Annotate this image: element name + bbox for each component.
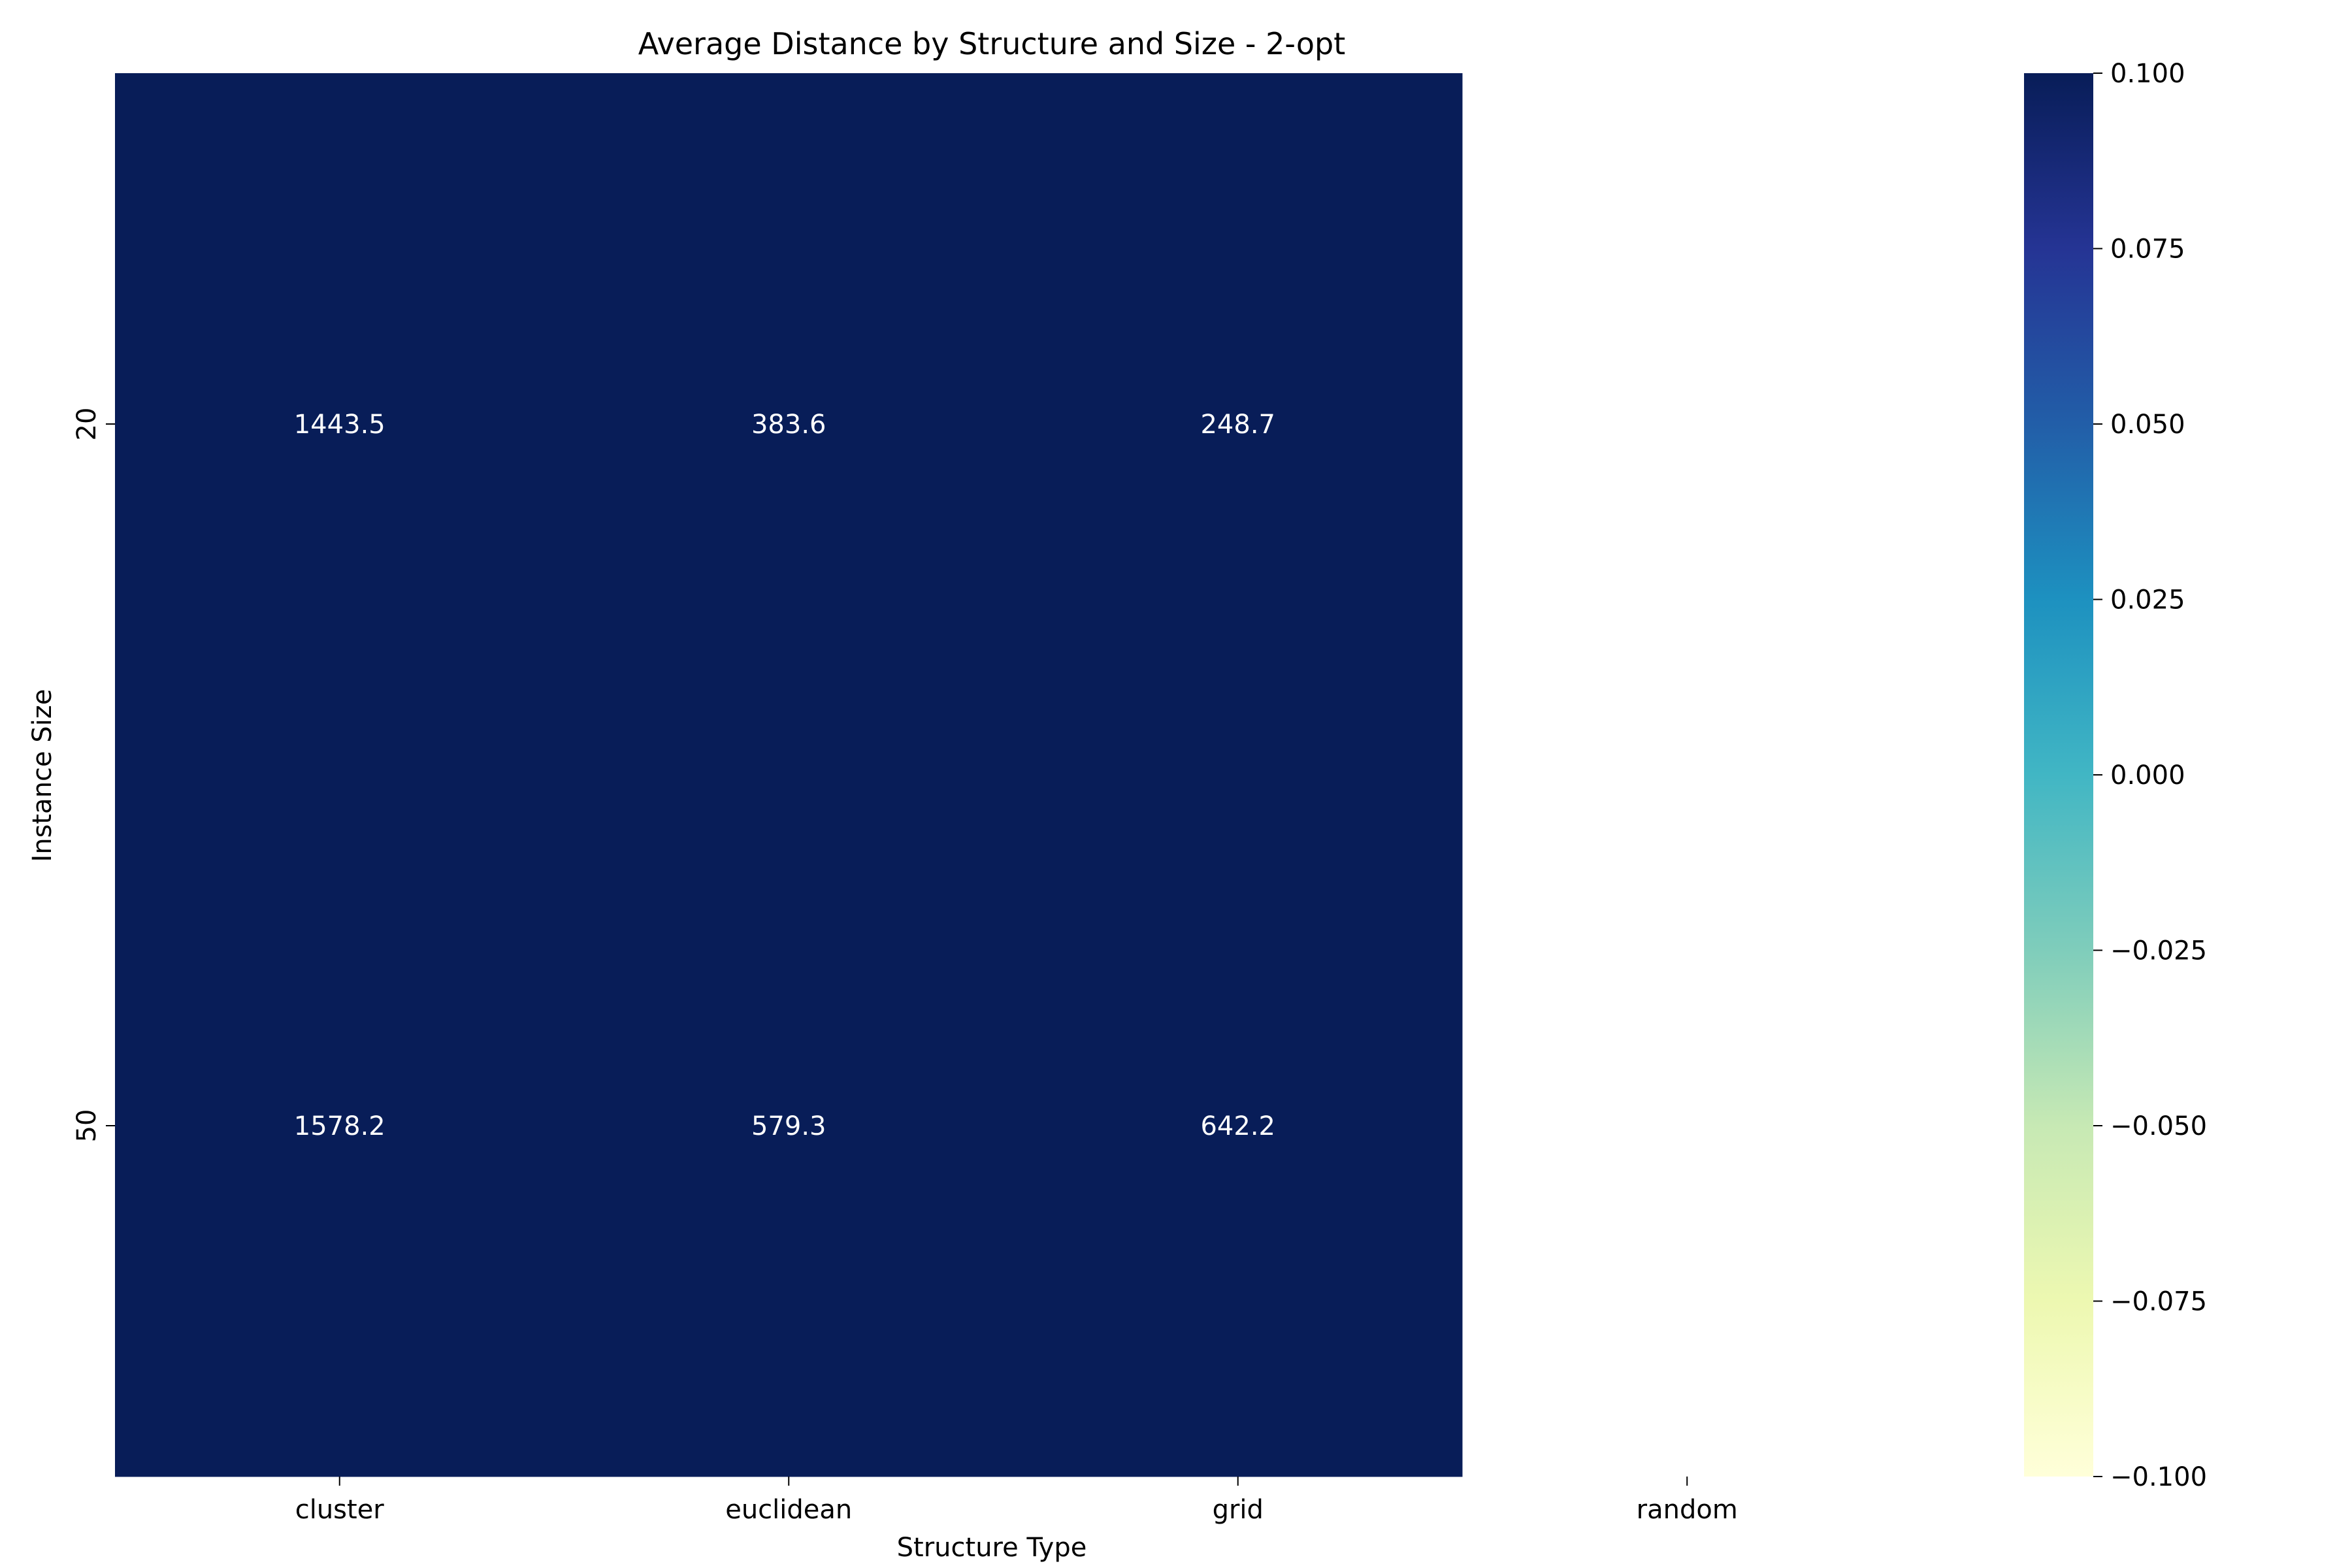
x-axis-ticks: cluster euclidean grid random <box>295 1477 1738 1525</box>
cell-value-label: 248.7 <box>1200 410 1275 440</box>
colorbar-tick-label: 0.025 <box>2110 585 2185 615</box>
colorbar-tick-label: −0.050 <box>2110 1111 2207 1141</box>
cell-value-label: 1578.2 <box>294 1111 385 1141</box>
heatmap-cells <box>115 73 1912 1477</box>
cell-value-label: 642.2 <box>1200 1111 1275 1141</box>
colorbar-tick-label: 0.050 <box>2110 410 2185 440</box>
colorbar <box>2024 73 2093 1477</box>
colorbar-tick-label: 0.000 <box>2110 760 2185 791</box>
chart-title: Average Distance by Structure and Size -… <box>638 26 1345 61</box>
heatmap-cell <box>1462 73 1912 776</box>
cell-value-label: 383.6 <box>751 410 826 440</box>
colorbar-tick-label: −0.025 <box>2110 936 2207 966</box>
colorbar-tick-label: −0.100 <box>2110 1462 2207 1492</box>
x-tick-label: grid <box>1213 1495 1264 1525</box>
y-axis-label: Instance Size <box>27 689 57 862</box>
heatmap-cell <box>1013 73 1463 776</box>
colorbar-tick-label: −0.075 <box>2110 1287 2207 1317</box>
colorbar-tick-label: 0.100 <box>2110 59 2185 89</box>
heatmap-cell <box>115 73 564 776</box>
heatmap-cell-labels: 1443.5 383.6 248.7 1578.2 579.3 642.2 <box>294 410 1275 1141</box>
cell-value-label: 579.3 <box>751 1111 826 1141</box>
heatmap-cell <box>564 73 1014 776</box>
x-tick-label: euclidean <box>725 1495 852 1525</box>
x-tick-label: cluster <box>295 1495 385 1525</box>
heatmap-cell <box>1462 775 1912 1477</box>
colorbar-ticks: 0.100 0.075 0.050 0.025 0.000 −0.025 −0.050 −0.… <box>2093 59 2207 1492</box>
heatmap-cell <box>564 775 1014 1477</box>
x-axis-label: Structure Type <box>897 1533 1087 1563</box>
heatmap-cell <box>1013 775 1463 1477</box>
cell-value-label: 1443.5 <box>294 410 385 440</box>
heatmap-cell <box>115 775 564 1477</box>
colorbar-tick-label: 0.075 <box>2110 235 2185 265</box>
x-tick-label: random <box>1637 1495 1738 1525</box>
y-tick-label: 20 <box>72 408 102 441</box>
y-tick-label: 50 <box>72 1109 102 1143</box>
